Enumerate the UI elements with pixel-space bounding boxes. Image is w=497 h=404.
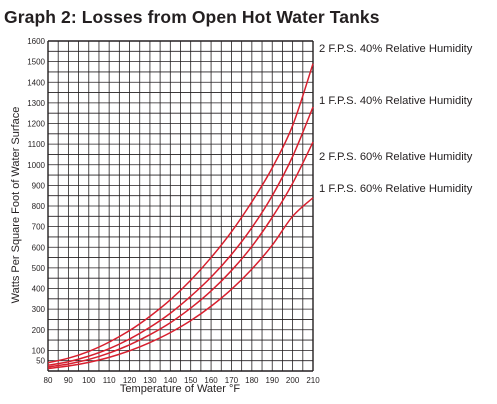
series-lines [47, 63, 314, 370]
series-line-2 [47, 106, 314, 366]
y-tick-label: 1500 [27, 58, 45, 67]
y-axis-label: Watts Per Square Foot of Water Surface [10, 107, 22, 304]
y-tick-label: 50 [36, 357, 45, 366]
y-tick-label: 500 [32, 264, 46, 273]
y-tick-label: 600 [32, 243, 46, 252]
x-tick-label: 100 [82, 376, 96, 385]
series-label-2: 1 F.P.S. 40% Relative Humidity [319, 95, 473, 107]
y-tick-label: 200 [32, 326, 46, 335]
y-tick-label: 1600 [27, 37, 45, 46]
series-line-4 [47, 197, 314, 370]
y-tick-label: 1300 [27, 99, 45, 108]
y-axis-ticks: 50 100 200 300 400 500 600 700 800 900 1000 1100 120… [27, 37, 45, 366]
x-tick-label: 150 [184, 376, 198, 385]
y-tick-label: 100 [32, 346, 46, 355]
x-axis-ticks: 80 90 100 110 120 130 140 150 160 170 180 190 200 210 [44, 376, 321, 385]
y-tick-label: 1000 [27, 161, 45, 170]
x-tick-label: 90 [64, 376, 73, 385]
x-tick-label: 170 [225, 376, 239, 385]
y-tick-label: 900 [32, 181, 46, 190]
x-tick-label: 210 [306, 376, 320, 385]
x-tick-label: 80 [44, 376, 53, 385]
x-axis-label: Temperature of Water °F [120, 383, 240, 395]
x-tick-label: 200 [286, 376, 300, 385]
y-tick-label: 300 [32, 305, 46, 314]
x-tick-label: 130 [143, 376, 157, 385]
y-tick-label: 1100 [28, 140, 46, 149]
x-tick-label: 190 [266, 376, 280, 385]
x-tick-label: 140 [164, 376, 178, 385]
series-label-1: 2 F.P.S. 40% Relative Humidity [319, 43, 473, 55]
series-label-3: 2 F.P.S. 60% Relative Humidity [319, 151, 473, 163]
y-tick-label: 400 [32, 285, 46, 294]
y-tick-label: 1200 [27, 120, 45, 129]
series-line-1 [47, 63, 314, 364]
grid-lines [47, 40, 314, 372]
x-tick-label: 110 [103, 376, 116, 385]
series-labels: 2 F.P.S. 40% Relative Humidity 1 F.P.S. 4… [319, 43, 473, 195]
y-tick-label: 800 [32, 202, 46, 211]
x-tick-label: 180 [245, 376, 259, 385]
y-tick-label: 1400 [27, 78, 45, 87]
series-line-3 [47, 141, 314, 368]
x-tick-label: 160 [204, 376, 218, 385]
chart-title: Graph 2: Losses from Open Hot Water Tank… [4, 7, 380, 27]
x-tick-label: 120 [123, 376, 137, 385]
y-tick-label: 700 [32, 223, 46, 232]
series-label-4: 1 F.P.S. 60% Relative Humidity [319, 183, 473, 195]
